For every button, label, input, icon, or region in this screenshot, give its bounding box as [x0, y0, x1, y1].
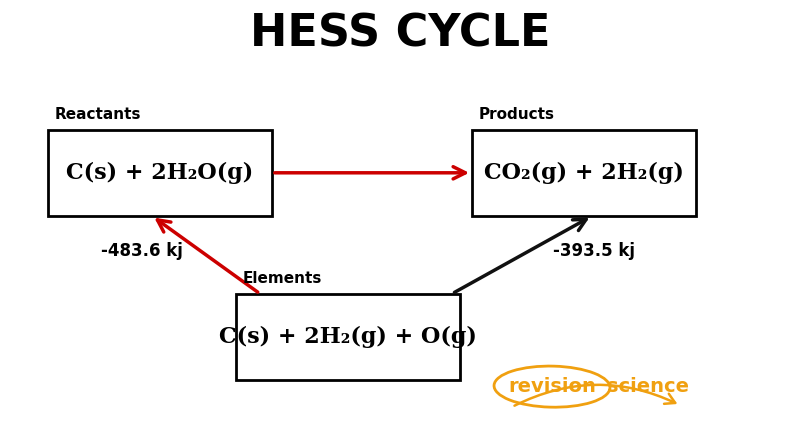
FancyBboxPatch shape: [48, 130, 272, 216]
Text: C(s) + 2H₂O(g): C(s) + 2H₂O(g): [66, 162, 254, 184]
FancyBboxPatch shape: [472, 130, 696, 216]
Text: HESS CYCLE: HESS CYCLE: [250, 13, 550, 56]
FancyBboxPatch shape: [236, 294, 460, 380]
Text: revision: revision: [508, 377, 596, 396]
Text: -393.5 kj: -393.5 kj: [553, 241, 635, 260]
Text: CO₂(g) + 2H₂(g): CO₂(g) + 2H₂(g): [484, 162, 684, 184]
Text: -483.6 kj: -483.6 kj: [101, 241, 183, 260]
Text: science: science: [607, 377, 689, 396]
Text: Products: Products: [478, 107, 554, 122]
FancyArrowPatch shape: [514, 385, 675, 406]
Text: C(s) + 2H₂(g) + O(g): C(s) + 2H₂(g) + O(g): [219, 326, 477, 348]
Text: Elements: Elements: [242, 271, 322, 286]
Text: Reactants: Reactants: [54, 107, 141, 122]
